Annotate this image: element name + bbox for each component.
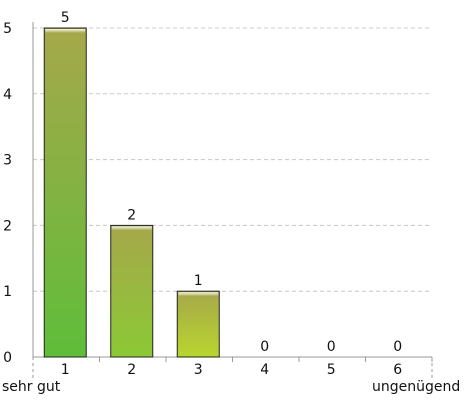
bar-1	[43, 27, 87, 358]
x-tick-label-5: 5	[327, 362, 336, 378]
bar-highlight-3	[178, 292, 219, 297]
y-tick-label-5: 5	[3, 21, 12, 37]
x-tick-label-4: 4	[260, 362, 269, 378]
x-tick-label-1: 1	[61, 362, 70, 378]
data-label-2: 2	[127, 207, 136, 223]
data-label-6: 0	[393, 339, 402, 355]
x-end-label-left: sehr gut	[2, 379, 61, 395]
x-tick-label-6: 6	[393, 362, 402, 378]
bar-highlight-1	[45, 29, 86, 33]
grid-lines	[33, 27, 432, 292]
x-end-label-right: ungenügend	[372, 379, 461, 395]
bars	[43, 27, 220, 358]
x-tick-label-2: 2	[127, 362, 136, 378]
bar-2	[110, 224, 154, 358]
y-tick-label-1: 1	[3, 284, 12, 300]
bar-highlight-2	[111, 226, 152, 231]
y-tick-label-4: 4	[3, 87, 12, 103]
data-label-3: 1	[194, 273, 203, 289]
data-label-4: 0	[260, 339, 269, 355]
data-label-5: 0	[327, 339, 336, 355]
data-label-1: 5	[61, 10, 70, 26]
x-tick-label-3: 3	[194, 362, 203, 378]
labels: 0 1 2 3 4 5 1 5 2 2 3 1 4 0 5 0 6 0	[3, 10, 402, 378]
y-tick-label-0: 0	[3, 350, 12, 366]
bar-3	[176, 290, 220, 358]
y-tick-label-2: 2	[3, 218, 12, 234]
y-tick-label-3: 3	[3, 153, 12, 169]
axes	[32, 22, 433, 379]
